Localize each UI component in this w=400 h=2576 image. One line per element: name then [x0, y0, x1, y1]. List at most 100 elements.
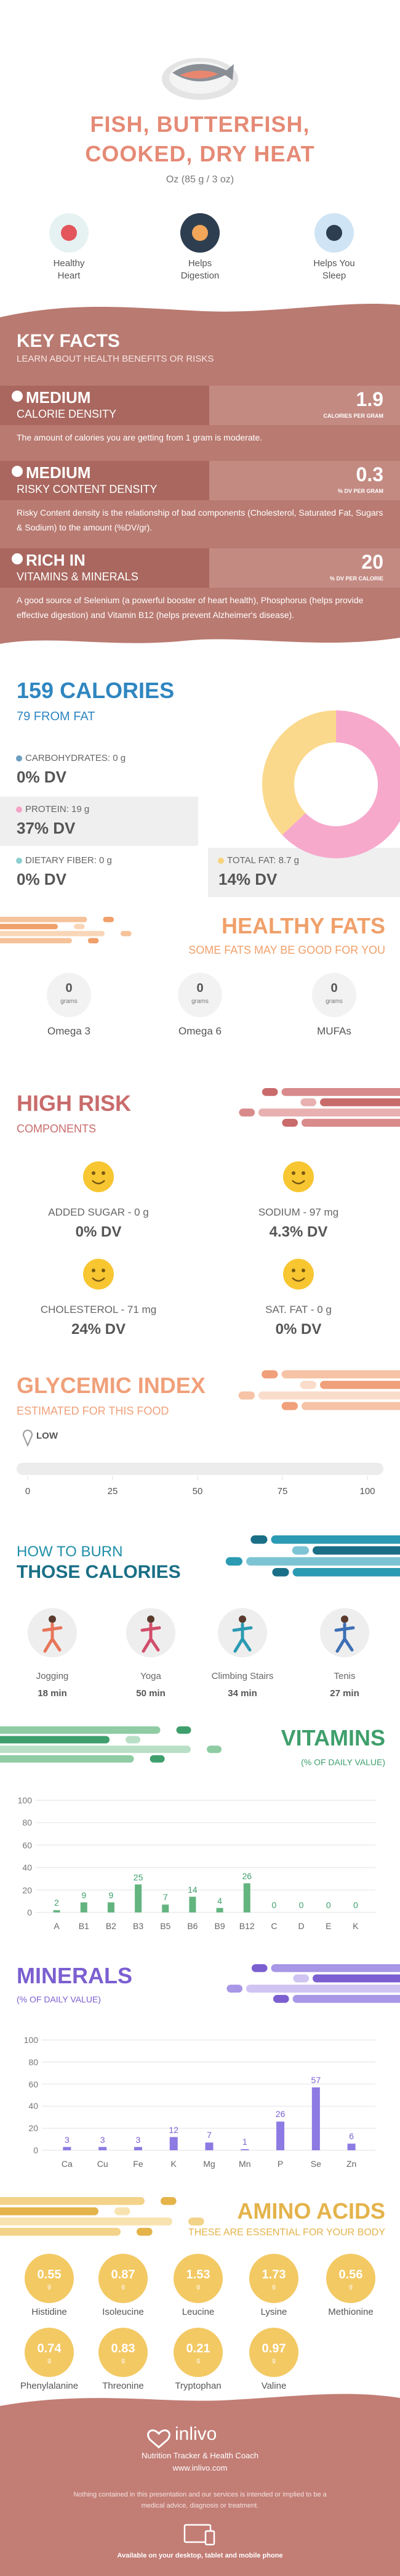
decor-pill — [251, 1964, 268, 1972]
decor-pill — [239, 1108, 255, 1117]
smiley-eye — [302, 1171, 305, 1175]
y-tick-label: 80 — [28, 2057, 38, 2067]
x-tick-label: K — [170, 2159, 177, 2169]
decor-pill — [188, 2217, 204, 2226]
bar — [189, 1896, 196, 1912]
decor-stripe — [0, 2217, 172, 2226]
bar-value-label: 4 — [217, 1895, 222, 1906]
amino-name: Threonine — [102, 2381, 144, 2391]
bar — [63, 2147, 71, 2150]
smiley — [283, 1259, 314, 1290]
bar-value-label: 3 — [135, 2134, 141, 2145]
bar — [162, 1904, 169, 1912]
x-tick-label: B6 — [187, 1921, 198, 1931]
fact-unit: % DV PER GRAM — [337, 488, 383, 494]
smiley-eye — [92, 1171, 95, 1175]
amino-circle — [326, 2254, 375, 2303]
decor-stripe — [281, 1088, 400, 1096]
amino-circle — [249, 2254, 298, 2303]
decor-stripe — [0, 2207, 98, 2216]
fat-name: Omega 6 — [178, 1025, 222, 1037]
amino-circle — [25, 2254, 74, 2303]
bar-value-label: 6 — [349, 2131, 354, 2142]
risk-label: CHOLESTEROL - 71 mg — [40, 1304, 157, 1315]
x-tick-label: A — [54, 1921, 60, 1931]
bar-value-label: 0 — [271, 1900, 277, 1910]
benefit-icon-glyph — [61, 225, 77, 241]
bar — [80, 1902, 87, 1912]
decor-stripe — [0, 2197, 145, 2205]
device-icon — [204, 2530, 215, 2546]
bar-value-label: 57 — [311, 2074, 321, 2085]
decor-pill — [126, 1736, 140, 1744]
decor-pill — [103, 917, 114, 922]
fact-name: VITAMINS & MINERALS — [17, 571, 138, 583]
fish-icon — [180, 70, 218, 79]
decor-pill — [282, 1118, 298, 1127]
section-title: HEALTHY FATS — [221, 913, 385, 938]
x-tick-label: K — [353, 1921, 359, 1931]
amino-unit: g — [272, 2283, 276, 2290]
amino-circle — [98, 2254, 148, 2303]
decor-stripe — [0, 1755, 134, 1763]
amino-value: 0.21 — [186, 2342, 210, 2355]
nutrient-label: TOTAL FAT: 8.7 g — [227, 855, 299, 866]
smiley — [283, 1161, 314, 1192]
y-tick-label: 40 — [22, 1863, 32, 1873]
fact-icon — [12, 466, 23, 477]
amino-value: 1.53 — [186, 2268, 210, 2281]
activity-head — [341, 1615, 348, 1623]
x-tick-label: B3 — [133, 1921, 144, 1931]
nutrient-dv: 0% DV — [17, 870, 66, 888]
fact-value: 0.3 — [356, 463, 383, 486]
fat-circle — [47, 973, 91, 1017]
smiley-eye — [302, 1269, 305, 1272]
amino-name: Tryptophan — [175, 2381, 222, 2391]
chart-subtitle: (% OF DAILY VALUE) — [301, 1757, 385, 1767]
smiley-eye — [102, 1171, 105, 1175]
nutrient-bullet — [16, 755, 22, 762]
decor-stripe — [0, 1726, 161, 1734]
y-tick-label: 80 — [22, 1818, 32, 1828]
bar-value-label: 1 — [242, 2137, 247, 2147]
bar-value-label: 7 — [207, 2130, 212, 2140]
x-tick-label: C — [271, 1921, 278, 1931]
amino-name: Phenylalanine — [20, 2381, 79, 2391]
decor-stripe — [271, 1964, 400, 1972]
amino-name: Isoleucine — [102, 2307, 144, 2317]
chart-subtitle: ESTIMATED FOR THIS FOOD — [17, 1405, 169, 1417]
x-tick-label: B9 — [214, 1921, 225, 1931]
decor-stripe — [246, 1985, 400, 1993]
smiley-eye — [292, 1269, 295, 1272]
fact-label-box — [0, 461, 209, 500]
amino-name: Methionine — [328, 2307, 374, 2317]
amino-unit: g — [196, 2357, 200, 2364]
donut-segment — [282, 710, 400, 858]
amino-unit: g — [196, 2283, 200, 2290]
smiley-eye — [102, 1269, 105, 1272]
fact-text: A good source of Selenium (a powerful bo… — [17, 595, 364, 620]
amino-circle — [98, 2328, 148, 2377]
bar-value-label: 0 — [353, 1900, 358, 1910]
nutrient-bullet — [16, 858, 22, 864]
nutrient-band — [208, 848, 400, 897]
footer-url: www.inlivo.com — [172, 2463, 228, 2472]
amino-unit: g — [121, 2357, 125, 2364]
amino-unit: g — [47, 2283, 51, 2290]
smiley-mouth — [92, 1180, 105, 1185]
bar — [135, 1884, 142, 1912]
bar — [347, 2143, 356, 2150]
footer-brand: inlivo — [175, 2424, 217, 2444]
section-title: 159 CALORIES — [17, 678, 175, 703]
serving-size: Oz (85 g / 3 oz) — [166, 174, 234, 185]
y-tick-label: 20 — [22, 1885, 32, 1895]
bar-value-label: 9 — [81, 1890, 87, 1900]
decor-pill — [293, 1974, 309, 1983]
y-tick-label: 60 — [28, 2079, 38, 2089]
decor-stripe — [320, 1098, 400, 1107]
bar-value-label: 25 — [133, 1872, 143, 1882]
fact-label-box — [0, 386, 209, 425]
decor-pill — [292, 1546, 309, 1555]
fact-icon — [12, 553, 23, 564]
bar — [311, 2087, 320, 2150]
